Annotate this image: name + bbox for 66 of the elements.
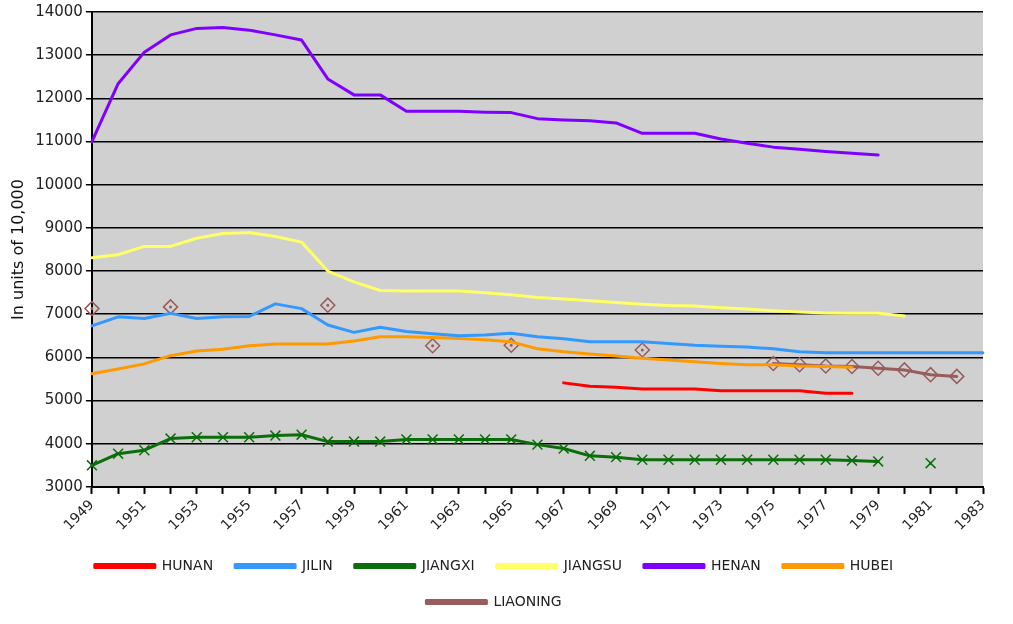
y-tick-label: 3000 — [44, 476, 83, 495]
point — [84, 300, 100, 317]
point — [164, 432, 177, 445]
y-tick-label: 10000 — [35, 174, 83, 193]
point — [767, 454, 780, 466]
point — [374, 435, 386, 448]
point — [138, 444, 151, 456]
point — [846, 454, 858, 467]
point — [112, 447, 124, 460]
point — [217, 431, 229, 443]
point — [243, 431, 255, 443]
point — [636, 454, 648, 466]
point — [503, 337, 519, 354]
point — [844, 358, 860, 375]
point — [505, 433, 517, 446]
point — [400, 433, 413, 446]
point — [424, 337, 441, 354]
legend-label: HUBEI — [849, 556, 894, 573]
legend-label: LIAONING — [493, 592, 562, 609]
point — [86, 459, 98, 472]
point — [610, 451, 622, 463]
point — [791, 356, 808, 373]
y-tick-label: 8000 — [44, 260, 83, 279]
point — [584, 450, 596, 462]
point — [269, 429, 282, 442]
point — [924, 457, 937, 469]
y-tick-label: 4000 — [44, 433, 83, 452]
point — [741, 454, 753, 466]
y-tick-label: 7000 — [44, 304, 83, 323]
point — [689, 454, 701, 466]
point — [949, 368, 965, 385]
legend-label: JILIN — [301, 556, 333, 573]
point — [715, 454, 727, 466]
legend-label: JIANGXI — [420, 556, 475, 573]
point — [818, 358, 834, 374]
y-tick-label: 5000 — [44, 390, 83, 409]
y-tick-label: 6000 — [44, 347, 83, 366]
point — [479, 433, 491, 446]
point — [426, 433, 439, 446]
point — [322, 435, 334, 448]
point — [531, 438, 544, 451]
y-axis-title: In units of 10,000 — [7, 179, 27, 320]
point — [634, 342, 651, 358]
y-tick-label: 14000 — [35, 1, 83, 20]
point — [820, 454, 832, 466]
point — [765, 355, 782, 372]
legend-label: JIANGSU — [562, 556, 622, 573]
point — [162, 299, 179, 315]
point — [320, 297, 336, 313]
point — [348, 435, 360, 448]
point — [662, 454, 675, 466]
point — [295, 428, 308, 441]
point — [557, 442, 570, 455]
point — [870, 360, 886, 376]
point — [453, 433, 465, 446]
y-tick-label: 11000 — [35, 131, 83, 150]
legend-label: HENAN — [710, 556, 761, 573]
point — [872, 455, 884, 468]
point — [896, 362, 913, 378]
y-tick-label: 9000 — [44, 217, 83, 236]
point — [793, 454, 806, 466]
legend-label: HUNAN — [161, 556, 214, 573]
y-tick-label: 13000 — [35, 45, 83, 64]
y-tick-label: 12000 — [35, 88, 83, 107]
point — [191, 431, 203, 443]
point — [922, 366, 939, 383]
